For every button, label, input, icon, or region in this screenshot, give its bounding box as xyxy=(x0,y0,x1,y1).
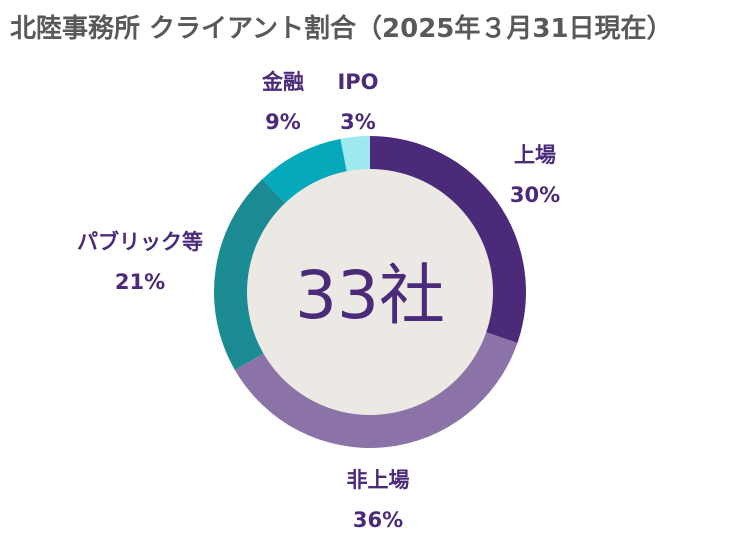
slice-label-1: 非上場 36% xyxy=(347,460,410,540)
center-total-label: 33社 xyxy=(295,257,445,334)
slice-category-label: パブリック等 xyxy=(77,230,203,254)
slice-category-label: 上場 xyxy=(513,143,556,167)
slice-category-label: 非上場 xyxy=(346,468,410,492)
slice-value-label: 21% xyxy=(114,270,166,294)
slice-label-0: 上場 30% xyxy=(510,135,560,215)
slice-value-label: 30% xyxy=(509,183,561,207)
slice-category-label: IPO xyxy=(337,70,379,94)
slice-label-4: IPO 3% xyxy=(337,62,378,142)
chart-title: 北陸事務所 クライアント割合（2025年３月31日現在） xyxy=(10,14,673,44)
slice-value-label: 36% xyxy=(352,508,404,532)
donut-center-disc xyxy=(247,169,493,415)
slice-category-label: 金融 xyxy=(262,70,304,94)
slice-value-label: 3% xyxy=(340,110,376,134)
slice-label-3: 金融 9% xyxy=(262,62,304,142)
slice-value-label: 9% xyxy=(265,110,301,134)
slice-label-2: パブリック等 21% xyxy=(77,222,203,302)
